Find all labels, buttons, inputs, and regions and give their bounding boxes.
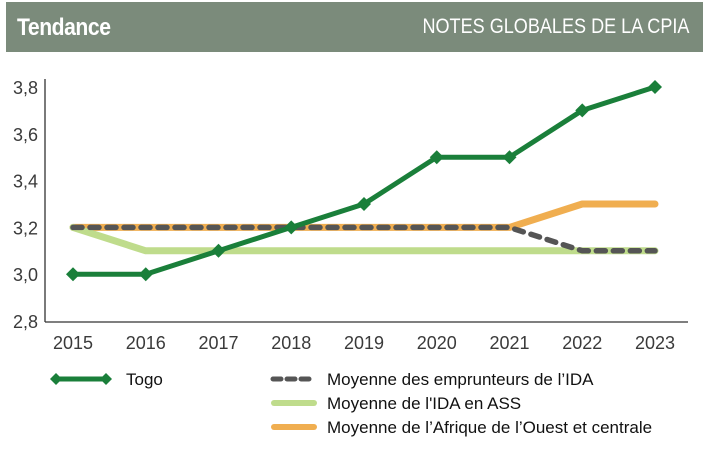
legend-diamond-icon bbox=[100, 373, 112, 385]
legend-diamond-icon bbox=[50, 373, 62, 385]
legend-item-west-central: Moyenne de l’Afrique de l’Ouest et centr… bbox=[271, 418, 652, 437]
y-tick-labels: 2,8 3,0 3,2 3,4 3,6 3,8 bbox=[13, 78, 38, 332]
data-point-togo bbox=[357, 197, 371, 211]
y-tick-label: 3,4 bbox=[13, 172, 38, 192]
chart-title: NOTES GLOBALES DE LA CPIA bbox=[422, 15, 689, 38]
x-tick-label: 2020 bbox=[417, 333, 457, 353]
data-point-togo bbox=[284, 220, 299, 235]
data-point-togo bbox=[502, 150, 517, 165]
legend: Togo Moyenne des emprunteurs de l’IDA Mo… bbox=[50, 370, 652, 437]
legend-label-ida-borrowers: Moyenne des emprunteurs de l’IDA bbox=[327, 370, 594, 389]
x-tick-labels: 2015 2016 2017 2018 2019 2020 2021 2022 2023 bbox=[53, 333, 675, 353]
chart-header: Tendance NOTES GLOBALES DE LA CPIA bbox=[6, 2, 703, 52]
data-point-togo bbox=[429, 150, 444, 165]
data-point-togo bbox=[648, 80, 662, 94]
data-point-togo bbox=[66, 267, 80, 282]
x-tick-label: 2018 bbox=[271, 333, 311, 353]
legend-label-togo: Togo bbox=[126, 370, 163, 389]
axes bbox=[44, 79, 688, 323]
legend-item-ida-borrowers: Moyenne des emprunteurs de l’IDA bbox=[270, 370, 594, 389]
x-tick-label: 2023 bbox=[635, 333, 675, 353]
x-tick-label: 2015 bbox=[53, 333, 93, 353]
series-lines bbox=[66, 80, 662, 282]
data-point-togo bbox=[575, 103, 590, 118]
x-tick-label: 2022 bbox=[562, 333, 602, 353]
data-point-togo bbox=[211, 243, 226, 258]
legend-item-togo: Togo bbox=[50, 370, 163, 389]
data-point-togo bbox=[138, 267, 153, 282]
x-tick-label: 2019 bbox=[344, 333, 384, 353]
series-line-ida-ssa bbox=[69, 223, 659, 255]
y-tick-label: 3,0 bbox=[13, 265, 38, 285]
y-tick-label: 3,6 bbox=[13, 125, 38, 145]
header-title: Tendance bbox=[17, 14, 111, 41]
legend-item-ida-ssa: Moyenne de l'IDA en ASS bbox=[271, 394, 521, 413]
series-line-ida-borrowers bbox=[70, 224, 658, 254]
legend-label-ida-ssa: Moyenne de l'IDA en ASS bbox=[327, 394, 521, 413]
y-tick-label: 3,8 bbox=[13, 78, 38, 98]
y-tick-label: 3,2 bbox=[13, 218, 38, 238]
y-tick-label: 2,8 bbox=[13, 312, 38, 332]
x-tick-label: 2016 bbox=[126, 333, 166, 353]
x-tick-label: 2021 bbox=[489, 333, 529, 353]
legend-label-west-central: Moyenne de l’Afrique de l’Ouest et centr… bbox=[327, 418, 652, 437]
x-tick-label: 2017 bbox=[198, 333, 238, 353]
